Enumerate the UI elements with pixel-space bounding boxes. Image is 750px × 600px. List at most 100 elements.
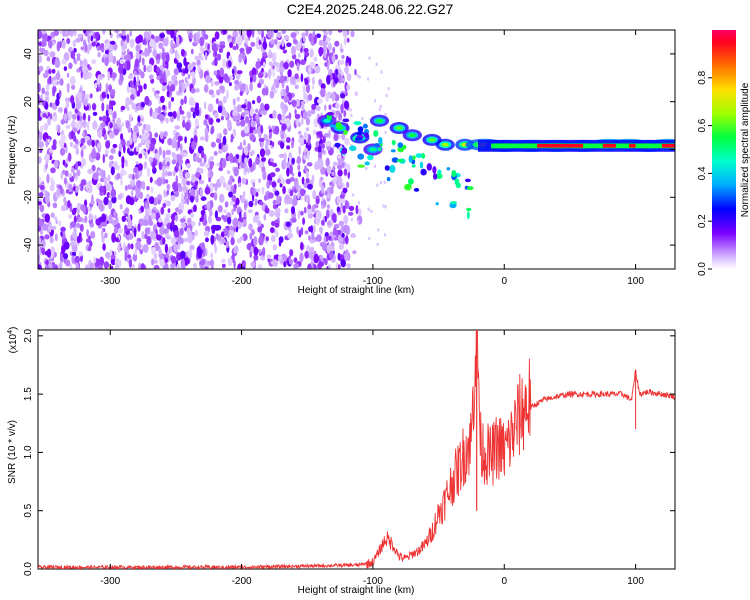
noise-speckle (236, 96, 241, 102)
noise-speckle (268, 69, 271, 80)
signal-blob (353, 121, 362, 126)
noise-speckle (346, 73, 352, 82)
noise-speckle (44, 234, 50, 240)
noise-speckle (71, 209, 77, 216)
noise-speckle (63, 66, 68, 71)
noise-speckle (143, 243, 149, 253)
noise-speckle (84, 135, 90, 141)
noise-speckle (88, 212, 92, 221)
noise-speckle (46, 265, 50, 269)
noise-speckle (217, 105, 223, 114)
noise-speckle (220, 115, 224, 121)
noise-speckle (348, 57, 352, 67)
noise-speckle (81, 145, 87, 150)
noise-speckle (230, 237, 235, 246)
noise-speckle (350, 30, 355, 38)
noise-speckle (304, 78, 309, 86)
noise-speckle (337, 233, 343, 244)
noise-speckle (108, 201, 112, 210)
noise-speckle (221, 238, 227, 244)
noise-speckle (144, 95, 150, 106)
carrier-peak (537, 144, 584, 148)
noise-speckle (345, 249, 349, 255)
noise-speckle (285, 85, 289, 95)
noise-speckle (189, 244, 195, 251)
noise-speckle (149, 39, 155, 48)
noise-speckle (151, 258, 155, 266)
noise-speckle (224, 201, 229, 208)
noise-speckle (264, 207, 270, 214)
noise-speckle (102, 153, 106, 164)
noise-speckle (283, 62, 289, 70)
noise-speckle (110, 100, 116, 106)
noise-speckle (190, 212, 194, 219)
noise-speckle (262, 51, 268, 57)
noise-speckle (200, 150, 205, 159)
noise-speckle (319, 176, 324, 181)
noise-speckle (272, 259, 279, 268)
noise-speckle (85, 182, 89, 191)
noise-speckle (325, 157, 330, 168)
noise-speckle (74, 108, 79, 114)
noise-speckle (338, 243, 344, 251)
noise-speckle (260, 38, 264, 43)
noise-speckle (341, 162, 345, 168)
noise-speckle (199, 188, 203, 198)
colorbar-ticks: 0.0 0.2 0.4 0.6 0.8 (697, 70, 712, 276)
noise-speckle (180, 198, 186, 204)
signal-blob (386, 177, 391, 182)
noise-speckle (337, 30, 343, 33)
noise-speckle (134, 58, 139, 68)
noise-speckle (73, 47, 77, 53)
noise-speckle (208, 177, 211, 183)
signal-blob (415, 153, 423, 159)
noise-speckle (192, 111, 196, 119)
noise-speckle (272, 68, 275, 78)
noise-speckle (214, 210, 218, 219)
noise-speckle (179, 105, 182, 113)
noise-speckle (170, 47, 173, 55)
signal-blob (419, 161, 424, 169)
noise-speckle (283, 261, 287, 268)
noise-speckle (222, 145, 227, 153)
noise-speckle (315, 198, 320, 205)
noise-speckle (209, 156, 215, 160)
noise-speckle (104, 56, 109, 67)
noise-speckle (324, 62, 328, 67)
noise-speckle (261, 186, 265, 195)
noise-speckle (317, 98, 323, 104)
noise-speckle (77, 216, 83, 223)
y-tick-label: 0.0 (23, 562, 34, 576)
noise-speckle (269, 227, 275, 234)
noise-speckle (80, 179, 87, 186)
noise-speckle (121, 122, 125, 127)
noise-speckle (302, 110, 308, 120)
noise-speckle (111, 232, 116, 243)
noise-speckle (258, 201, 264, 206)
signal-blob (390, 149, 396, 153)
signal-blob (357, 126, 364, 133)
noise-speckle (44, 96, 49, 101)
noise-speckle (187, 249, 193, 259)
noise-speckle (282, 49, 288, 54)
noise-speckle (130, 93, 136, 101)
noise-speckle (99, 256, 105, 266)
noise-speckle (41, 247, 45, 256)
snr-panel: -300 -200 -100 0 100 0.0 0.5 1.0 1.5 2.0 Height … (7, 327, 676, 596)
noise-speckle (191, 173, 196, 183)
noise-speckle (91, 139, 95, 148)
noise-speckle (38, 201, 42, 206)
noise-speckle (45, 138, 48, 148)
noise-speckle (281, 30, 287, 35)
noise-speckle (38, 41, 43, 47)
noise-speckle (61, 204, 67, 212)
figure-title: C2E4.2025.248.06.22.G27 (287, 1, 454, 17)
noise-speckle (121, 34, 126, 40)
noise-speckle (291, 198, 298, 207)
noise-speckle (59, 253, 64, 264)
noise-speckle (125, 195, 132, 205)
noise-speckle (320, 143, 326, 150)
noise-speckle (250, 41, 256, 47)
noise-speckle (106, 104, 110, 111)
snr-y-label: SNR (10 * v/v) (7, 420, 18, 484)
